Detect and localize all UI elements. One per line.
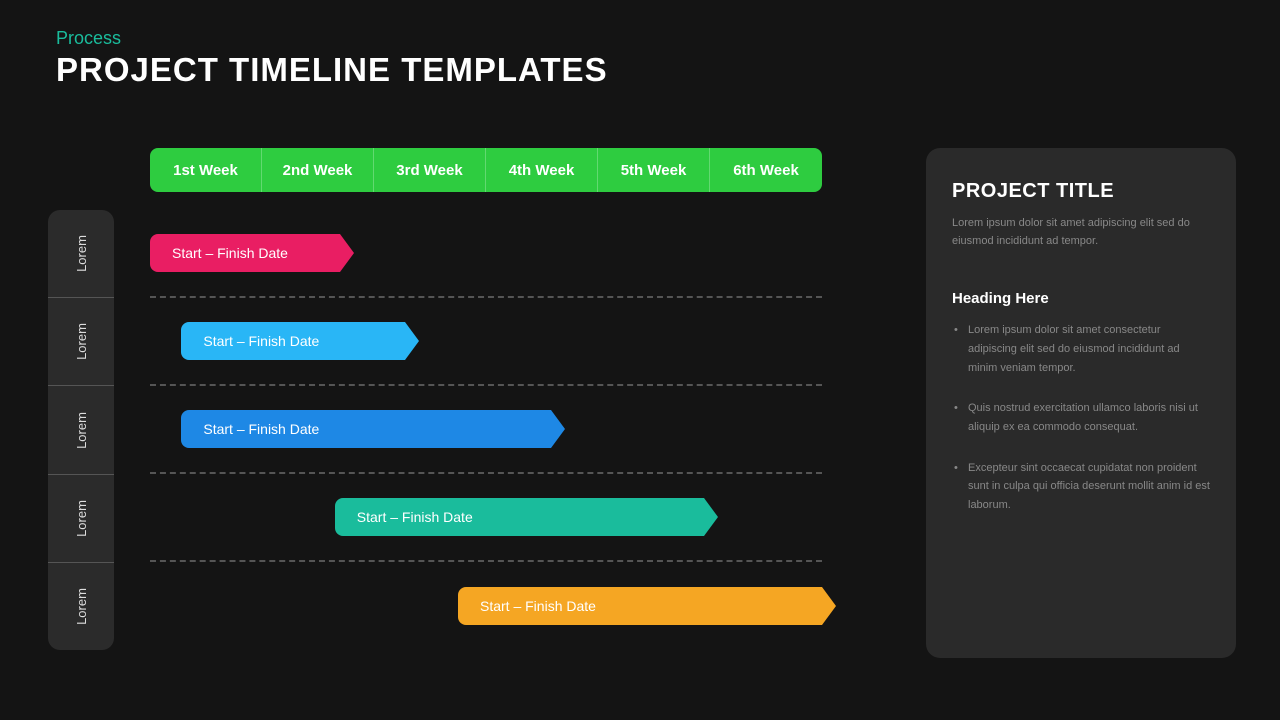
gantt-chart: Start – Finish Date Start – Finish Date St…: [150, 210, 822, 650]
gantt-bar: Start – Finish Date: [335, 498, 705, 536]
gantt-row: Start – Finish Date: [150, 474, 822, 562]
panel-bullet: Lorem ipsum dolor sit amet consectetur a…: [952, 321, 1210, 377]
gantt-bar: Start – Finish Date: [181, 410, 551, 448]
row-label: Lorem: [48, 386, 114, 474]
week-header-cell: 6th Week: [710, 148, 822, 192]
panel-heading: Heading Here: [952, 290, 1210, 307]
row-labels-sidebar: LoremLoremLoremLoremLorem: [48, 210, 114, 650]
week-header-cell: 5th Week: [598, 148, 710, 192]
row-label: Lorem: [48, 210, 114, 298]
panel-description: Lorem ipsum dolor sit amet adipiscing el…: [952, 215, 1210, 250]
gantt-bar: Start – Finish Date: [458, 587, 822, 625]
gantt-row: Start – Finish Date: [150, 386, 822, 474]
row-label: Lorem: [48, 563, 114, 650]
week-header-cell: 3rd Week: [374, 148, 486, 192]
gantt-row: Start – Finish Date: [150, 562, 822, 650]
slide-header: Process PROJECT TIMELINE TEMPLATES: [56, 28, 608, 89]
row-label: Lorem: [48, 298, 114, 386]
panel-title: PROJECT TITLE: [952, 180, 1210, 203]
gantt-row: Start – Finish Date: [150, 210, 822, 298]
week-header-cell: 2nd Week: [262, 148, 374, 192]
panel-bullet-list: Lorem ipsum dolor sit amet consectetur a…: [952, 321, 1210, 515]
row-label: Lorem: [48, 475, 114, 563]
panel-bullet: Excepteur sint occaecat cupidatat non pr…: [952, 459, 1210, 515]
panel-bullet: Quis nostrud exercitation ullamco labori…: [952, 399, 1210, 436]
week-header-cell: 4th Week: [486, 148, 598, 192]
info-panel: PROJECT TITLE Lorem ipsum dolor sit amet…: [926, 148, 1236, 658]
gantt-row: Start – Finish Date: [150, 298, 822, 386]
weeks-header: 1st Week2nd Week3rd Week4th Week5th Week…: [150, 148, 822, 192]
week-header-cell: 1st Week: [150, 148, 262, 192]
gantt-bar: Start – Finish Date: [181, 322, 405, 360]
slide-title: PROJECT TIMELINE TEMPLATES: [56, 51, 608, 89]
gantt-bar: Start – Finish Date: [150, 234, 340, 272]
slide-subtitle: Process: [56, 28, 608, 49]
